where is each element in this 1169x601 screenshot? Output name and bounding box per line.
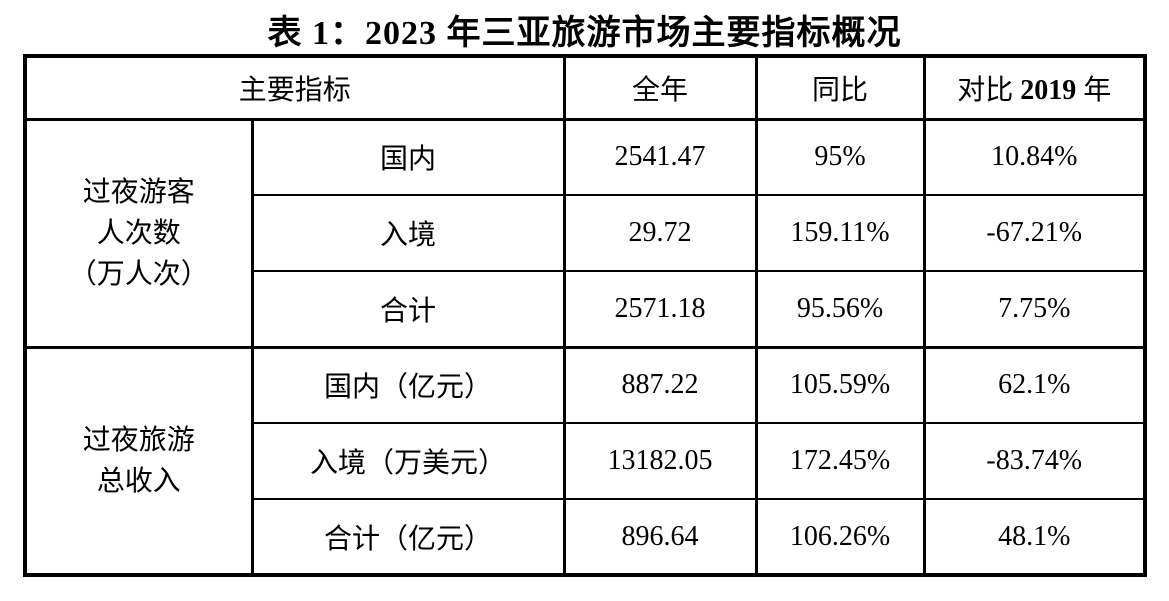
header-cell-vs2019: 对比 2019 年 <box>922 54 1147 121</box>
value-vs2019: 7.75% <box>922 270 1147 349</box>
value-yoy: 106.26% <box>754 498 926 577</box>
table-row: 入境 29.72 159.11% -67.21% <box>25 194 1147 272</box>
value-vs2019: -83.74% <box>922 422 1147 500</box>
group-label-line: （万人次） <box>68 258 209 290</box>
value-yoy: 95% <box>754 117 926 196</box>
value-full-year: 896.64 <box>562 498 758 577</box>
table-row: 合计（亿元） 896.64 106.26% 48.1% <box>25 498 1147 577</box>
header-cell-yoy: 同比 <box>754 54 926 121</box>
group-label-line: 人次数 <box>96 217 181 249</box>
row-label-inbound: 入境 <box>250 194 566 272</box>
group-label-line: 过夜旅游 <box>82 424 195 456</box>
value-full-year: 29.72 <box>562 194 758 272</box>
value-vs2019: -67.21% <box>922 194 1147 272</box>
group-label-line: 过夜游客 <box>82 176 195 208</box>
value-yoy: 95.56% <box>754 270 926 349</box>
table-header-row: 主要指标 全年 同比 对比 2019 年 <box>23 54 1147 121</box>
table-row: 过夜旅游 总收入 国内（亿元） 887.22 105.59% 62.1% <box>23 345 1147 577</box>
table-title: 表 1：2023 年三亚旅游市场主要指标概况 <box>267 15 902 52</box>
table-row: 过夜游客 人次数 （万人次） 国内 2541.47 95% 10.84% <box>23 117 1147 349</box>
group-label-line: 总收入 <box>96 465 181 497</box>
group-label-tourism-revenue: 过夜旅游 总收入 <box>23 345 254 577</box>
row-label-inbound: 入境（万美元） <box>250 422 566 500</box>
row-label-domestic: 国内 <box>250 117 566 196</box>
header-cell-full-year: 全年 <box>562 54 758 121</box>
vs2019-year-number: 2019 <box>1020 74 1077 106</box>
table-row: 合计 2571.18 95.56% 7.75% <box>25 270 1147 349</box>
statistics-table: 主要指标 全年 同比 对比 2019 年 过夜游客 人次数 （万人次） 国内 2… <box>23 54 1147 577</box>
value-yoy: 172.45% <box>754 422 926 500</box>
group-label-overnight-visitors: 过夜游客 人次数 （万人次） <box>23 117 254 349</box>
vs2019-suffix: 年 <box>1076 74 1112 106</box>
value-yoy: 105.59% <box>754 345 926 424</box>
value-full-year: 2541.47 <box>562 117 758 196</box>
table-row: 入境（万美元） 13182.05 172.45% -83.74% <box>25 422 1147 500</box>
row-label-total: 合计（亿元） <box>250 498 566 577</box>
header-cell-indicator: 主要指标 <box>23 54 566 121</box>
value-vs2019: 48.1% <box>922 498 1147 577</box>
value-yoy: 159.11% <box>754 194 926 272</box>
value-vs2019: 62.1% <box>922 345 1147 424</box>
row-label-domestic: 国内（亿元） <box>250 345 566 424</box>
row-label-total: 合计 <box>250 270 566 349</box>
value-full-year: 2571.18 <box>562 270 758 349</box>
value-full-year: 887.22 <box>562 345 758 424</box>
vs2019-prefix: 对比 <box>957 74 1021 106</box>
value-full-year: 13182.05 <box>562 422 758 500</box>
value-vs2019: 10.84% <box>922 117 1147 196</box>
